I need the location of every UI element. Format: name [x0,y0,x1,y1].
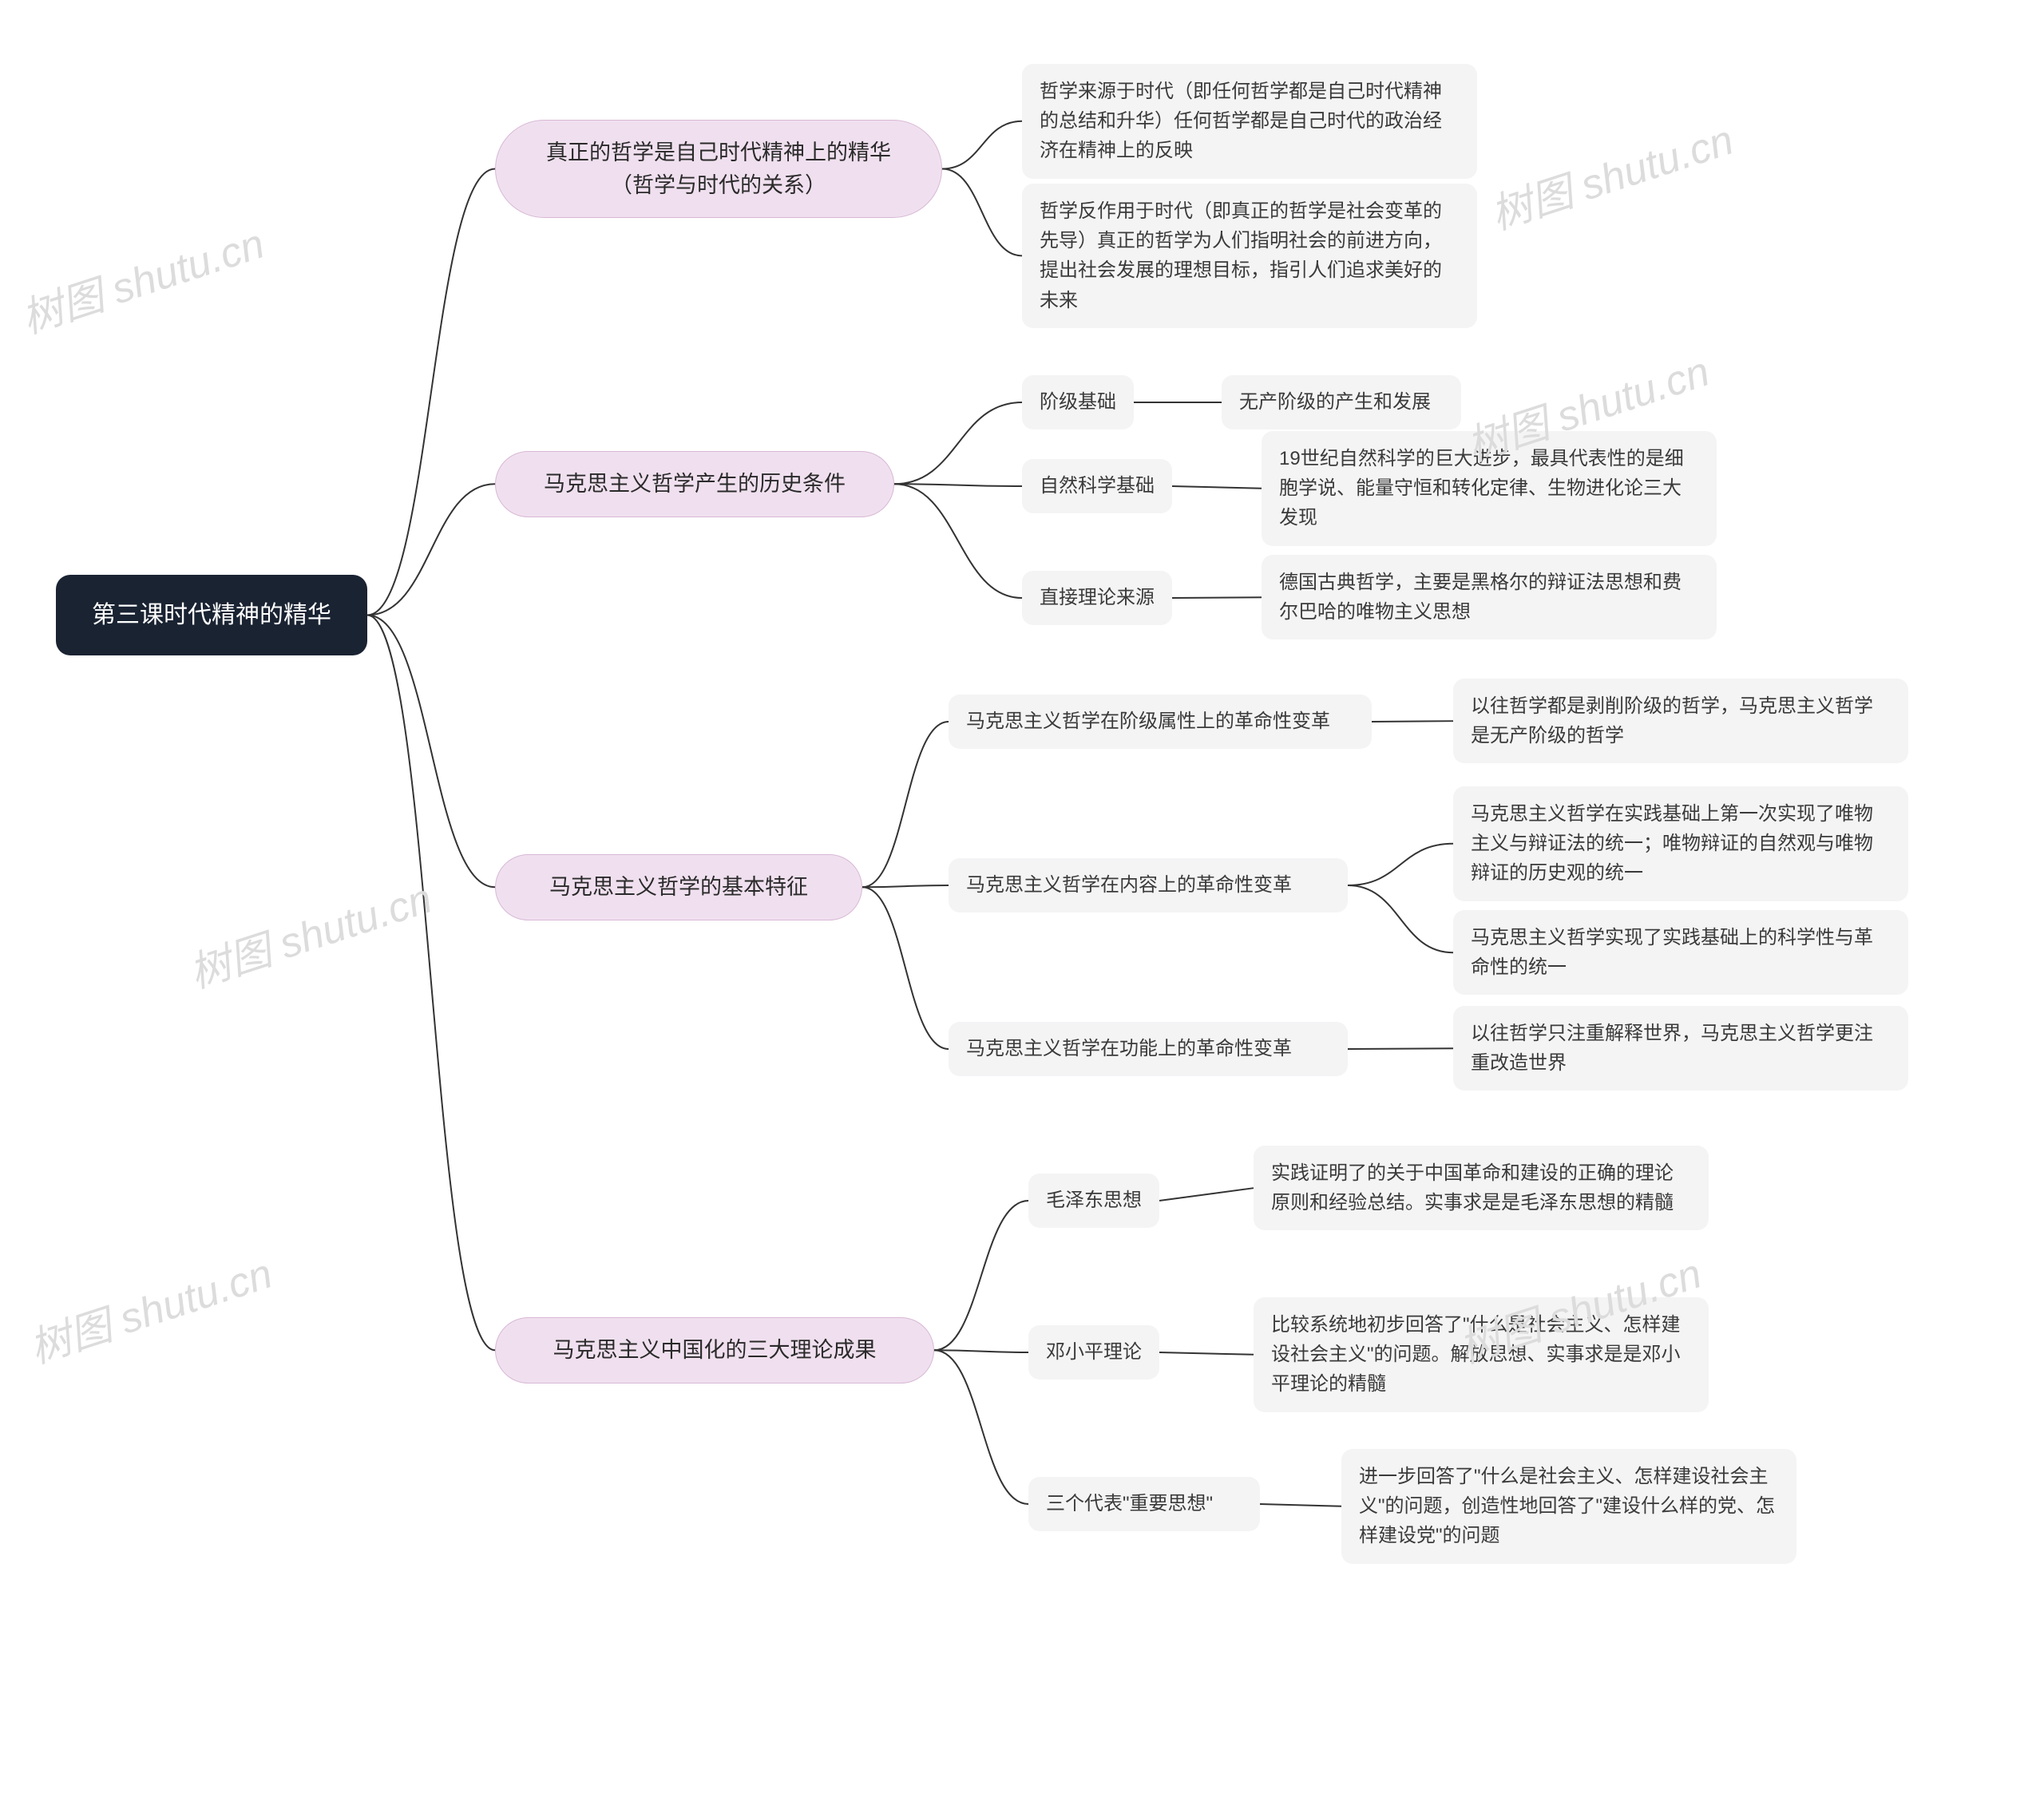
branch-2-child-3-leaf: 德国古典哲学，主要是黑格尔的辩证法思想和费尔巴哈的唯物主义思想 [1262,555,1717,639]
branch-3: 马克思主义哲学的基本特征 [495,854,862,920]
branch-1-leaf-2: 哲学反作用于时代（即真正的哲学是社会变革的先导）真正的哲学为人们指明社会的前进方… [1022,184,1477,328]
branch-2-child-3: 直接理论来源 [1022,571,1172,625]
branch-4-child-1-leaf: 实践证明了的关于中国革命和建设的正确的理论原则和经验总结。实事求是是毛泽东思想的… [1254,1146,1709,1230]
branch-3-child-3-leaf: 以往哲学只注重解释世界，马克思主义哲学更注重改造世界 [1453,1006,1908,1091]
branch-4-child-2: 邓小平理论 [1028,1325,1159,1380]
branch-3-child-2-leaf-1: 马克思主义哲学在实践基础上第一次实现了唯物主义与辩证法的统一；唯物辩证的自然观与… [1453,786,1908,901]
branch-2-child-2-leaf: 19世纪自然科学的巨大进步，最具代表性的是细胞学说、能量守恒和转化定律、生物进化… [1262,431,1717,546]
branch-1: 真正的哲学是自己时代精神上的精华（哲学与时代的关系） [495,120,942,218]
branch-3-child-1: 马克思主义哲学在阶级属性上的革命性变革 [949,695,1372,749]
branch-4-child-3: 三个代表"重要思想" [1028,1477,1260,1531]
watermark: 树图 shutu.cn [21,1240,279,1375]
branch-3-child-1-leaf: 以往哲学都是剥削阶级的哲学，马克思主义哲学是无产阶级的哲学 [1453,679,1908,763]
branch-2-child-1-leaf: 无产阶级的产生和发展 [1222,375,1461,429]
watermark: 树图 shutu.cn [180,865,438,1000]
watermark: 树图 shutu.cn [1482,106,1740,241]
branch-4-child-2-leaf: 比较系统地初步回答了"什么是社会主义、怎样建设社会主义"的问题。解放思想、实事求… [1254,1297,1709,1412]
branch-3-child-2: 马克思主义哲学在内容上的革命性变革 [949,858,1348,912]
branch-3-child-2-leaf-2: 马克思主义哲学实现了实践基础上的科学性与革命性的统一 [1453,910,1908,995]
branch-2: 马克思主义哲学产生的历史条件 [495,451,894,517]
branch-4-child-1: 毛泽东思想 [1028,1174,1159,1228]
branch-1-leaf-1: 哲学来源于时代（即任何哲学都是自己时代精神的总结和升华）任何哲学都是自己时代的政… [1022,64,1477,179]
watermark: 树图 shutu.cn [13,210,271,345]
branch-2-child-1: 阶级基础 [1022,375,1134,429]
branch-4: 马克思主义中国化的三大理论成果 [495,1317,934,1384]
branch-3-child-3: 马克思主义哲学在功能上的革命性变革 [949,1022,1348,1076]
branch-4-child-3-leaf: 进一步回答了"什么是社会主义、怎样建设社会主义"的问题，创造性地回答了"建设什么… [1341,1449,1796,1564]
root-node: 第三课时代精神的精华 [56,575,367,655]
branch-2-child-2: 自然科学基础 [1022,459,1172,513]
